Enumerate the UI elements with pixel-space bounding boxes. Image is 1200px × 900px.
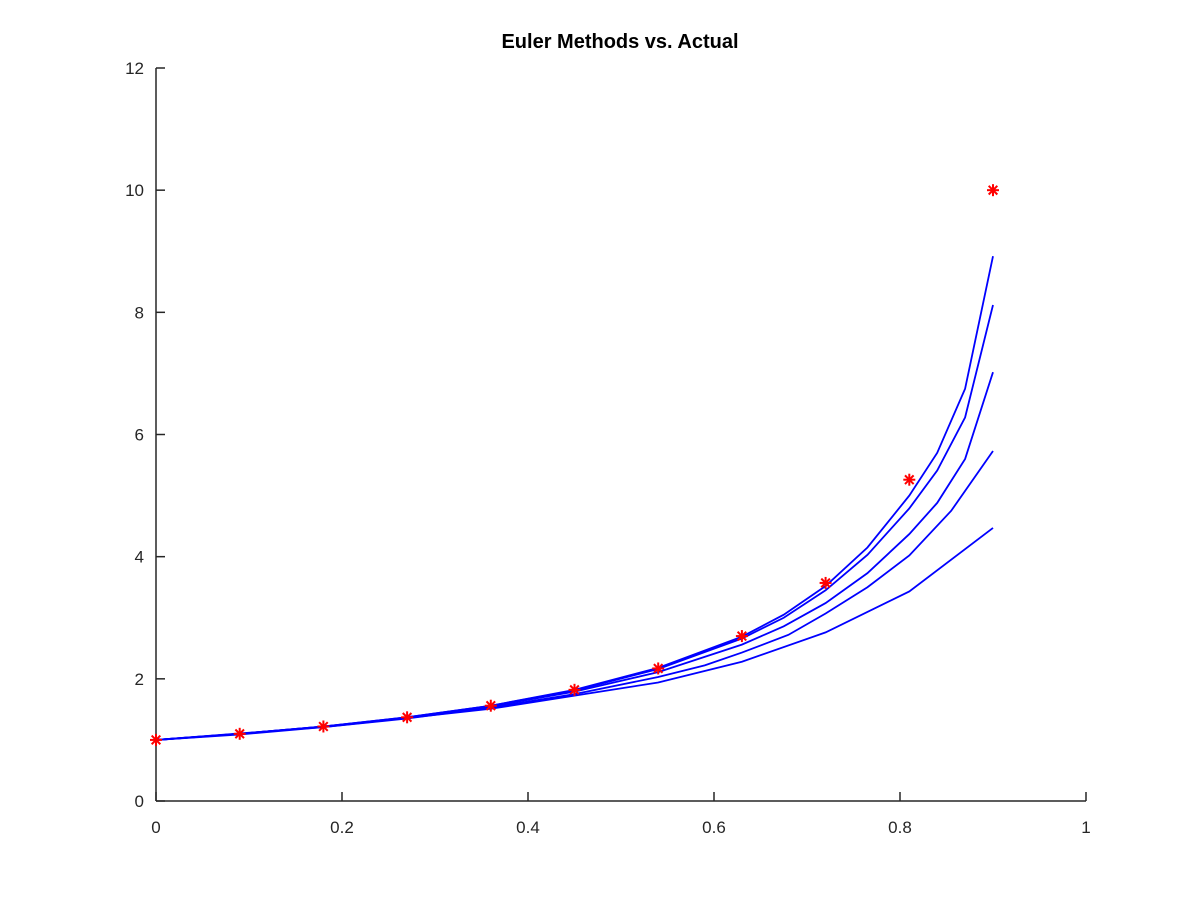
actual-marker <box>819 576 832 589</box>
euler-series-line-2 <box>155 450 994 741</box>
actual-marker <box>484 699 497 712</box>
euler-series-line-4 <box>155 304 994 741</box>
x-tick-label: 0.6 <box>702 818 726 837</box>
chart-title: Euler Methods vs. Actual <box>501 31 738 53</box>
actual-marker <box>401 711 414 724</box>
actual-marker <box>652 662 665 675</box>
x-tick-label: 0.2 <box>330 818 354 837</box>
y-tick-label: 0 <box>135 792 144 811</box>
euler-series-line-5 <box>155 255 994 741</box>
x-tick-label: 0.8 <box>888 818 912 837</box>
euler-series-line-1 <box>155 527 994 741</box>
y-tick-label: 6 <box>135 426 144 445</box>
actual-markers <box>150 184 999 746</box>
y-tick-label: 2 <box>135 670 144 689</box>
actual-marker <box>568 683 581 696</box>
y-tick-label: 8 <box>135 303 144 322</box>
actual-marker <box>233 727 246 740</box>
x-tick-label: 0 <box>151 818 160 837</box>
actual-marker <box>987 184 999 197</box>
actual-marker <box>150 733 162 746</box>
series-lines <box>155 255 994 741</box>
x-tick-label: 1 <box>1081 818 1090 837</box>
actual-marker <box>735 630 748 643</box>
y-tick-label: 4 <box>135 548 144 567</box>
actual-marker <box>317 720 330 733</box>
x-tick-label: 0.4 <box>516 818 540 837</box>
y-tick-label: 12 <box>125 59 144 78</box>
y-tick-label: 10 <box>125 181 144 200</box>
actual-marker <box>903 473 916 486</box>
